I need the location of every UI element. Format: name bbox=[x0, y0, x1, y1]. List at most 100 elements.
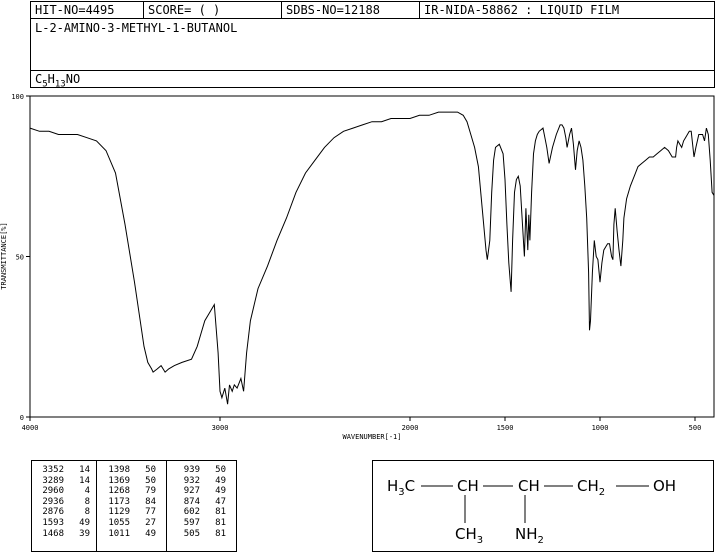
formula-h-count: 13 bbox=[54, 79, 66, 90]
peak-column-divider-1 bbox=[96, 461, 97, 551]
spectrum-series-line bbox=[29, 111, 715, 405]
y-tick-label: 50 bbox=[16, 254, 24, 262]
y-tick-label: 100 bbox=[11, 93, 24, 101]
x-tick-label: 3000 bbox=[212, 424, 229, 432]
peak-transmittance: 49 bbox=[79, 517, 90, 528]
peak-column-divider-2 bbox=[166, 461, 167, 551]
sdbs-number: SDBS-NO=12188 bbox=[281, 2, 419, 19]
peak-transmittance: 50 bbox=[215, 465, 226, 475]
peak-row: 1268 79 bbox=[104, 486, 156, 497]
peak-wavenumber: 1129 bbox=[108, 507, 130, 518]
peak-row: 2876 8 bbox=[38, 507, 90, 518]
formula-c-count: 5 bbox=[42, 79, 48, 90]
peak-row: 1129 77 bbox=[104, 507, 156, 518]
peak-wavenumber: 602 bbox=[183, 507, 200, 518]
formula-box: C5H13NO bbox=[30, 70, 715, 91]
peak-wavenumber: 939 bbox=[183, 465, 200, 475]
peak-wavenumber: 2936 bbox=[42, 496, 64, 507]
hydroxyl-group: OH bbox=[653, 477, 676, 495]
peak-wavenumber: 2960 bbox=[42, 486, 64, 497]
peak-column-2: 1398 50 1369 50 1268 79 1173 84 1129 77 1055 27 1011… bbox=[104, 465, 156, 539]
peak-transmittance: 50 bbox=[145, 465, 156, 475]
peak-row: 1011 49 bbox=[104, 529, 156, 540]
header-bar: HIT-NO=4495 SCORE= ( ) SDBS-NO=12188 IR-… bbox=[30, 1, 715, 19]
peak-transmittance: 50 bbox=[145, 475, 156, 486]
methyl-group-left: H3C bbox=[387, 477, 415, 498]
peak-row: 1173 84 bbox=[104, 497, 156, 508]
molecular-formula: C5H13NO bbox=[35, 72, 80, 91]
amino-group: NH2 bbox=[515, 525, 544, 546]
peak-wavenumber: 1268 bbox=[108, 486, 130, 497]
peak-wavenumber: 1593 bbox=[42, 517, 64, 528]
peak-transmittance: 49 bbox=[215, 475, 226, 486]
peak-row: 2936 8 bbox=[38, 497, 90, 508]
ir-identifier: IR-NIDA-58862 : LIQUID FILM bbox=[419, 2, 714, 19]
peak-transmittance: 14 bbox=[79, 465, 90, 475]
peak-wavenumber: 932 bbox=[183, 475, 200, 486]
peak-row: 1369 50 bbox=[104, 476, 156, 487]
x-axis-label: WAVENUMBER[-1] bbox=[342, 433, 401, 441]
formula-c: C bbox=[35, 72, 43, 86]
peak-wavenumber: 2876 bbox=[42, 507, 64, 518]
hit-number: HIT-NO=4495 bbox=[35, 3, 115, 17]
peak-wavenumber: 874 bbox=[183, 496, 200, 507]
peak-transmittance: 81 bbox=[215, 517, 226, 528]
peak-transmittance: 81 bbox=[215, 528, 226, 539]
peak-row: 3352 14 bbox=[38, 465, 90, 476]
peak-transmittance: 84 bbox=[145, 496, 156, 507]
peak-transmittance: 47 bbox=[215, 496, 226, 507]
peak-row: 1398 50 bbox=[104, 465, 156, 476]
peak-wavenumber: 1173 bbox=[108, 496, 130, 507]
peak-row: 874 47 bbox=[174, 497, 226, 508]
peak-transmittance: 8 bbox=[84, 496, 90, 507]
peak-wavenumber: 3289 bbox=[42, 475, 64, 486]
peak-row: 932 49 bbox=[174, 476, 226, 487]
score: SCORE= ( ) bbox=[143, 2, 281, 19]
peak-wavenumber: 505 bbox=[183, 528, 200, 539]
structure-diagram: H3C CH CH CH2 OH CH3 NH2 bbox=[387, 477, 676, 546]
peak-column-1: 3352 14 3289 14 2960 4 2936 8 2876 8 1593 49 1468 39 bbox=[38, 465, 90, 539]
peak-wavenumber: 1369 bbox=[108, 475, 130, 486]
x-tick-label: 2000 bbox=[402, 424, 419, 432]
peak-wavenumber: 1398 bbox=[108, 465, 130, 475]
peak-transmittance: 14 bbox=[79, 475, 90, 486]
formula-rest: NO bbox=[65, 72, 81, 86]
peak-column-3: 939 50 932 49 927 49 874 47 602 81 597 81 505 81 bbox=[174, 465, 226, 539]
peak-wavenumber: 597 bbox=[183, 517, 200, 528]
peak-row: 1468 39 bbox=[38, 529, 90, 540]
peak-row: 3289 14 bbox=[38, 476, 90, 487]
methylene-group: CH2 bbox=[577, 477, 605, 498]
peak-row: 505 81 bbox=[174, 529, 226, 540]
compound-name-box: L-2-AMINO-3-METHYL-1-BUTANOL bbox=[30, 18, 715, 71]
methine-1: CH bbox=[457, 477, 479, 495]
peak-wavenumber: 1011 bbox=[108, 528, 130, 539]
peak-wavenumber: 1468 bbox=[42, 528, 64, 539]
peak-transmittance: 8 bbox=[84, 507, 90, 518]
peak-row: 939 50 bbox=[174, 465, 226, 476]
peak-transmittance: 49 bbox=[215, 486, 226, 497]
peak-wavenumber: 927 bbox=[183, 486, 200, 497]
chart-ticks: 4000 3000 2000 1500 1000 500 0 50 100 bbox=[11, 93, 701, 432]
peak-row: 1055 27 bbox=[104, 518, 156, 529]
peak-row: 602 81 bbox=[174, 507, 226, 518]
x-tick-label: 1500 bbox=[497, 424, 514, 432]
peak-wavenumber: 1055 bbox=[108, 517, 130, 528]
peak-transmittance: 77 bbox=[145, 507, 156, 518]
formula-h: H bbox=[47, 72, 55, 86]
peak-table: 3352 14 3289 14 2960 4 2936 8 2876 8 1593 49 1468 39 … bbox=[31, 460, 237, 552]
y-axis-label: TRANSMITTANCE[%] bbox=[0, 222, 8, 289]
peak-row: 927 49 bbox=[174, 486, 226, 497]
peak-wavenumber: 3352 bbox=[42, 465, 64, 475]
peak-row: 2960 4 bbox=[38, 486, 90, 497]
x-tick-label: 1000 bbox=[592, 424, 609, 432]
peak-row: 597 81 bbox=[174, 518, 226, 529]
x-tick-label: 4000 bbox=[22, 424, 39, 432]
peak-transmittance: 39 bbox=[79, 528, 90, 539]
compound-name: L-2-AMINO-3-METHYL-1-BUTANOL bbox=[35, 21, 238, 35]
ir-spectrum-chart: 4000 3000 2000 1500 1000 500 0 50 100 WAVENUMBER… bbox=[0, 93, 715, 441]
methine-2: CH bbox=[518, 477, 540, 495]
peak-transmittance: 27 bbox=[145, 517, 156, 528]
peak-transmittance: 79 bbox=[145, 486, 156, 497]
structure-box: H3C CH CH CH2 OH CH3 NH2 bbox=[372, 460, 714, 552]
y-tick-label: 0 bbox=[20, 414, 24, 422]
